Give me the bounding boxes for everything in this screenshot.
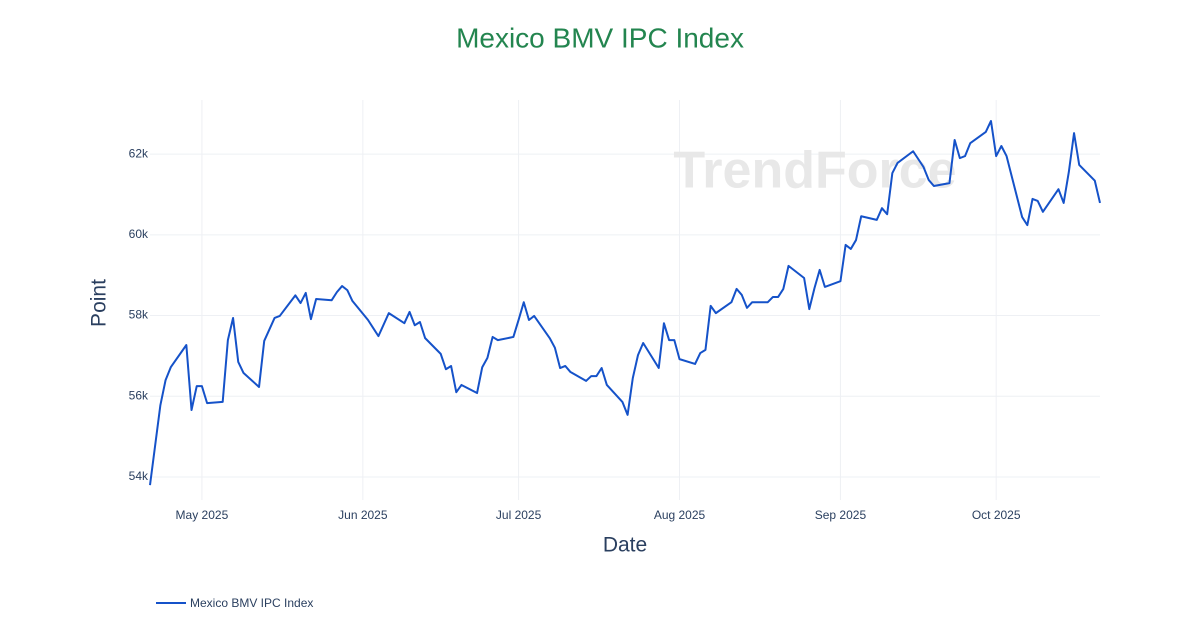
grid (150, 100, 1100, 500)
y-tick-label: 60k (129, 227, 149, 241)
x-axis-title: Date (603, 534, 647, 557)
x-tick-label: Jul 2025 (496, 508, 542, 522)
line (149, 119, 1101, 486)
y-tick-label: 54k (129, 469, 149, 483)
watermark: TrendForce (673, 142, 956, 200)
x-tick-label: Oct 2025 (972, 508, 1021, 522)
y-tick-label: 56k (129, 388, 149, 402)
x-tick-label: Aug 2025 (654, 508, 706, 522)
y-axis-title: Point (88, 279, 111, 327)
x-tick-label: Sep 2025 (815, 508, 867, 522)
x-tick-label: May 2025 (176, 508, 229, 522)
y-tick-label: 62k (129, 146, 149, 160)
y-tick-label: 58k (129, 308, 149, 322)
legend-label: Mexico BMV IPC Index (190, 596, 313, 610)
chart-title: Mexico BMV IPC Index (456, 22, 744, 53)
x-tick-label: Jun 2025 (338, 508, 388, 522)
